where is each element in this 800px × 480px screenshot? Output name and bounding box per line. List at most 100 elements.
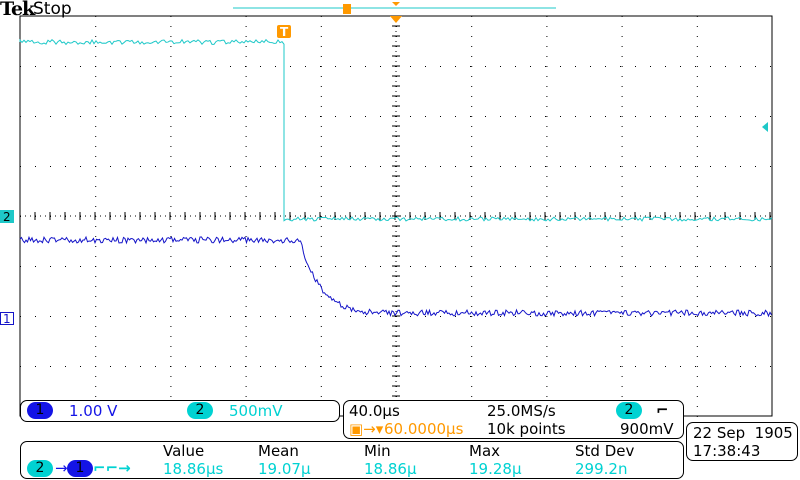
grid-dot [471, 166, 472, 167]
grid-dot [155, 166, 156, 167]
grid-dot [471, 156, 472, 157]
grid-dot [95, 206, 96, 207]
grid-dot [546, 216, 547, 217]
grid-dot [665, 366, 666, 367]
grid-dot [245, 66, 246, 67]
grid-dot [471, 386, 472, 387]
grid-dot [755, 366, 756, 367]
grid-dot [635, 266, 636, 267]
grid-dot [697, 196, 698, 197]
grid-dot [185, 66, 186, 67]
grid-dot [246, 376, 247, 377]
grid-dot [546, 246, 547, 247]
ch1-badge[interactable]: 1 [27, 402, 53, 419]
grid-dot [485, 66, 486, 67]
grid-dot [455, 116, 456, 117]
trigger-position-marker [343, 4, 351, 14]
grid-dot [622, 176, 623, 177]
grid-dot [170, 116, 171, 117]
grid-dot [321, 146, 322, 147]
grid-dot [246, 156, 247, 157]
grid-dot [546, 296, 547, 297]
grid-dot [471, 176, 472, 177]
grid-dot [95, 276, 96, 277]
grid-dot [697, 286, 698, 287]
grid-dot [546, 86, 547, 87]
grid-dot [170, 256, 171, 257]
grid-dot [245, 166, 246, 167]
ch2-marker-label: 2 [3, 210, 11, 224]
grid-dot [546, 166, 547, 167]
grid-dot [321, 376, 322, 377]
grid-dot [471, 116, 472, 117]
grid-dot [425, 116, 426, 117]
grid-dot [470, 366, 471, 367]
grid-dot [380, 266, 381, 267]
grid-dot [230, 366, 231, 367]
grid-dot [365, 166, 366, 167]
grid-dot [697, 66, 698, 67]
grid-dot [155, 116, 156, 117]
grid-dot [50, 116, 51, 117]
grid-dot [575, 316, 576, 317]
grid-dot [95, 316, 96, 317]
grid-dot [546, 126, 547, 127]
grid-dot [65, 116, 66, 117]
grid-dot [95, 166, 96, 167]
grid-dot [170, 146, 171, 147]
grid-dot [697, 416, 698, 417]
grid-dot [622, 386, 623, 387]
grid-dot [246, 246, 247, 247]
grid-dot [260, 116, 261, 117]
grid-dot [125, 366, 126, 367]
grid-dot [470, 316, 471, 317]
grid-dot [545, 266, 546, 267]
grid-dot [546, 66, 547, 67]
grid-dot [697, 106, 698, 107]
grid-dot [35, 66, 36, 67]
grid-dot [697, 76, 698, 77]
expansion-point-marker [392, 2, 400, 6]
grid-dot [697, 256, 698, 257]
grid-dot [546, 196, 547, 197]
grid-dot [590, 116, 591, 117]
grid-dot [665, 116, 666, 117]
grid-dot [155, 66, 156, 67]
grid-dot [650, 316, 651, 317]
grid-dot [740, 266, 741, 267]
grid-dot [515, 116, 516, 117]
grid-dot [246, 196, 247, 197]
grid-dot [590, 166, 591, 167]
grid-dot [560, 166, 561, 167]
grid-dot [697, 126, 698, 127]
grid-dot [321, 306, 322, 307]
grid-dot [80, 366, 81, 367]
grid-dot [425, 166, 426, 167]
grid-dot [622, 66, 623, 67]
grid-dot [80, 266, 81, 267]
grid-dot [755, 166, 756, 167]
ch2-badge[interactable]: 2 [187, 402, 213, 419]
grid-dot [320, 66, 321, 67]
grid-dot [650, 66, 651, 67]
grid-dot [500, 316, 501, 317]
grid-dot [471, 146, 472, 147]
grid-dot [170, 296, 171, 297]
grid-dot [321, 356, 322, 357]
grid-dot [622, 206, 623, 207]
grid-dot [770, 66, 771, 67]
grid-dot [546, 256, 547, 257]
grid-dot [275, 66, 276, 67]
grid-dot [321, 46, 322, 47]
grid-dot [471, 66, 472, 67]
grid-dot [170, 156, 171, 157]
grid-dot [185, 366, 186, 367]
grid-dot [95, 96, 96, 97]
grid-dot [680, 166, 681, 167]
grid-dot [440, 66, 441, 67]
grid-dot [530, 366, 531, 367]
grid-dot [710, 266, 711, 267]
grid-dot [170, 316, 171, 317]
grid-dot [170, 86, 171, 87]
grid-dot [95, 56, 96, 57]
